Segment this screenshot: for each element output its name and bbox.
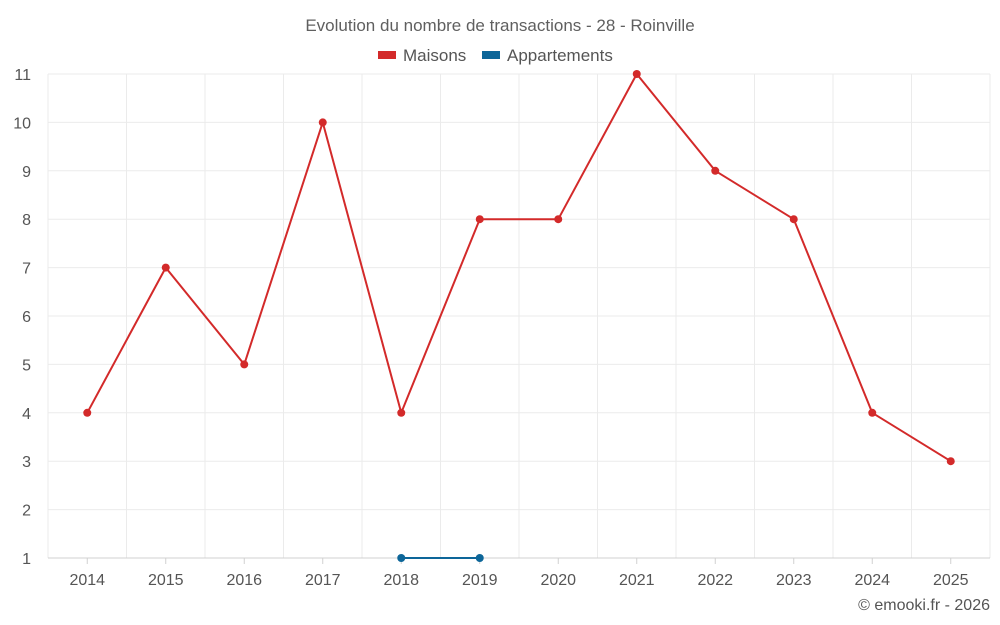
x-tick-label: 2021: [619, 572, 655, 589]
x-tick-label: 2017: [305, 572, 341, 589]
data-point-maisons-2017[interactable]: [318, 118, 327, 127]
y-tick-label: 9: [22, 164, 31, 181]
data-point-maisons-2019[interactable]: [475, 215, 484, 224]
data-point-maisons-2024[interactable]: [868, 408, 877, 417]
chart-title: Evolution du nombre de transactions - 28…: [305, 16, 694, 35]
legend-swatch-maisons: [378, 51, 396, 59]
data-point-appartements-2018[interactable]: [397, 554, 406, 562]
x-tick-label: 2018: [383, 572, 419, 589]
legend: Maisons Appartements: [378, 46, 613, 65]
legend-label-maisons: Maisons: [403, 46, 466, 65]
y-tick-label: 8: [22, 212, 31, 229]
x-tick-label: 2015: [148, 572, 184, 589]
series-layer: [83, 70, 955, 562]
series-line-maisons: [86, 73, 952, 463]
credit-text: © emooki.fr - 2026: [858, 597, 990, 614]
legend-item-appartements[interactable]: Appartements: [482, 46, 613, 65]
x-tick-label: 2016: [226, 572, 262, 589]
data-point-maisons-2025[interactable]: [946, 457, 955, 466]
legend-label-appartements: Appartements: [507, 46, 613, 65]
legend-swatch-appartements: [482, 51, 500, 59]
data-point-maisons-2016[interactable]: [240, 360, 249, 369]
data-point-maisons-2014[interactable]: [83, 408, 92, 417]
series-appartements: [397, 554, 484, 562]
y-tick-label: 4: [22, 406, 31, 423]
gridlines: [47, 73, 991, 559]
x-axis: 2014 2015 2016 2017 2018 2019 2020 2021 2022 2023…: [48, 557, 990, 589]
series-maisons: [83, 70, 955, 466]
y-tick-label: 11: [14, 67, 31, 84]
y-tick-label: 1: [22, 551, 31, 568]
data-point-maisons-2023[interactable]: [789, 215, 798, 224]
x-tick-label: 2014: [69, 572, 105, 589]
y-tick-label: 3: [22, 454, 31, 471]
y-tick-label: 6: [22, 309, 31, 326]
legend-item-maisons[interactable]: Maisons: [378, 46, 466, 65]
data-point-maisons-2015[interactable]: [161, 263, 170, 272]
y-tick-label: 2: [22, 503, 31, 520]
data-point-maisons-2022[interactable]: [711, 166, 720, 175]
data-point-appartements-2019[interactable]: [475, 554, 484, 562]
x-tick-label: 2024: [854, 572, 890, 589]
data-point-maisons-2021[interactable]: [632, 70, 641, 78]
y-axis: 1 2 3 4 5 6 7 8 9 10 11: [13, 67, 31, 568]
data-point-maisons-2020[interactable]: [554, 215, 563, 224]
x-tick-label: 2023: [776, 572, 812, 589]
x-tick-label: 2020: [540, 572, 576, 589]
x-tick-label: 2025: [933, 572, 969, 589]
data-point-maisons-2018[interactable]: [397, 408, 406, 417]
y-tick-label: 7: [22, 261, 31, 278]
y-tick-label: 5: [22, 357, 31, 374]
x-tick-label: 2019: [462, 572, 498, 589]
y-tick-label: 10: [13, 115, 31, 132]
x-tick-label: 2022: [697, 572, 733, 589]
